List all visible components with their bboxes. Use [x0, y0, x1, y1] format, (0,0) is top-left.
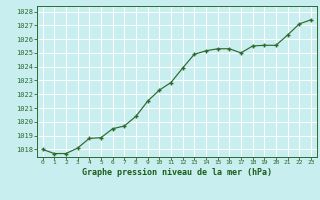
X-axis label: Graphe pression niveau de la mer (hPa): Graphe pression niveau de la mer (hPa) [82, 168, 272, 177]
